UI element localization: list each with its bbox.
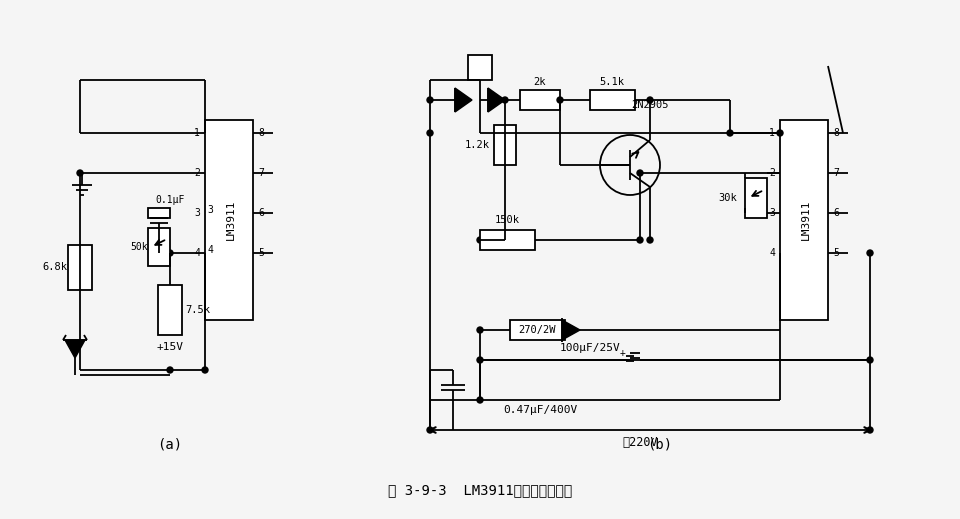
- Text: 6.8k: 6.8k: [42, 262, 67, 272]
- Text: 1: 1: [194, 128, 200, 138]
- Circle shape: [557, 97, 563, 103]
- Text: 1: 1: [769, 128, 775, 138]
- Text: 3: 3: [207, 205, 213, 215]
- Text: 7: 7: [258, 168, 264, 178]
- Circle shape: [637, 237, 643, 243]
- Text: 270/2W: 270/2W: [518, 325, 556, 335]
- Bar: [148, 208, 170, 218]
- Text: 7.5k: 7.5k: [185, 305, 210, 315]
- Circle shape: [77, 170, 83, 176]
- Circle shape: [647, 237, 653, 243]
- Text: 2N2905: 2N2905: [632, 100, 669, 110]
- Text: LM3911: LM3911: [801, 200, 811, 240]
- Circle shape: [427, 130, 433, 136]
- Text: +15V: +15V: [156, 342, 183, 352]
- Bar: [158, 285, 182, 335]
- Text: (a): (a): [157, 438, 182, 452]
- Polygon shape: [488, 88, 505, 112]
- Circle shape: [502, 237, 508, 243]
- Text: 图 3-9-3  LM3911典型应用电路图: 图 3-9-3 LM3911典型应用电路图: [388, 483, 572, 497]
- Bar: [494, 125, 516, 165]
- Circle shape: [167, 367, 173, 373]
- Text: 4: 4: [194, 248, 200, 258]
- Bar: [68, 245, 92, 290]
- Text: 30k: 30k: [718, 193, 737, 203]
- Bar: [468, 55, 492, 80]
- Circle shape: [427, 97, 433, 103]
- Polygon shape: [562, 320, 580, 340]
- Bar: [780, 120, 828, 320]
- Text: 6: 6: [258, 208, 264, 218]
- Text: 5: 5: [833, 248, 839, 258]
- Circle shape: [637, 170, 643, 176]
- Circle shape: [477, 327, 483, 333]
- Text: 50k: 50k: [131, 242, 148, 252]
- Text: 5.1k: 5.1k: [599, 77, 625, 87]
- Circle shape: [867, 427, 873, 433]
- Text: 3: 3: [194, 208, 200, 218]
- Bar: [205, 120, 253, 320]
- Text: 7: 7: [833, 168, 839, 178]
- Text: 5: 5: [258, 248, 264, 258]
- Text: 3: 3: [769, 208, 775, 218]
- Text: 2: 2: [769, 168, 775, 178]
- Polygon shape: [455, 88, 472, 112]
- Circle shape: [477, 237, 483, 243]
- Circle shape: [477, 397, 483, 403]
- Circle shape: [477, 357, 483, 363]
- Text: 0.47μF/400V: 0.47μF/400V: [503, 405, 577, 415]
- Text: 2: 2: [194, 168, 200, 178]
- Text: 2k: 2k: [534, 77, 546, 87]
- Circle shape: [502, 97, 508, 103]
- Polygon shape: [65, 340, 85, 358]
- Bar: [590, 90, 635, 110]
- Text: 4: 4: [207, 245, 213, 255]
- Circle shape: [202, 367, 208, 373]
- Text: (b): (b): [647, 438, 673, 452]
- Circle shape: [427, 427, 433, 433]
- Text: 8: 8: [258, 128, 264, 138]
- Text: 150k: 150k: [494, 215, 519, 225]
- Bar: [520, 90, 560, 110]
- Text: 100μF/25V: 100μF/25V: [560, 343, 620, 353]
- Text: 8: 8: [833, 128, 839, 138]
- Circle shape: [867, 250, 873, 256]
- Text: +: +: [620, 348, 626, 358]
- Bar: [480, 230, 535, 250]
- Bar: [510, 320, 565, 340]
- Text: 1.2k: 1.2k: [465, 140, 490, 150]
- Text: ～220V: ～220V: [622, 435, 658, 448]
- Circle shape: [727, 130, 733, 136]
- Circle shape: [777, 130, 783, 136]
- Circle shape: [867, 357, 873, 363]
- Text: LM3911: LM3911: [226, 200, 236, 240]
- Text: 6: 6: [833, 208, 839, 218]
- Text: 4: 4: [769, 248, 775, 258]
- Bar: [148, 228, 170, 266]
- Circle shape: [167, 250, 173, 256]
- Text: 0.1μF: 0.1μF: [155, 195, 184, 205]
- Circle shape: [647, 97, 653, 103]
- Bar: [745, 178, 767, 218]
